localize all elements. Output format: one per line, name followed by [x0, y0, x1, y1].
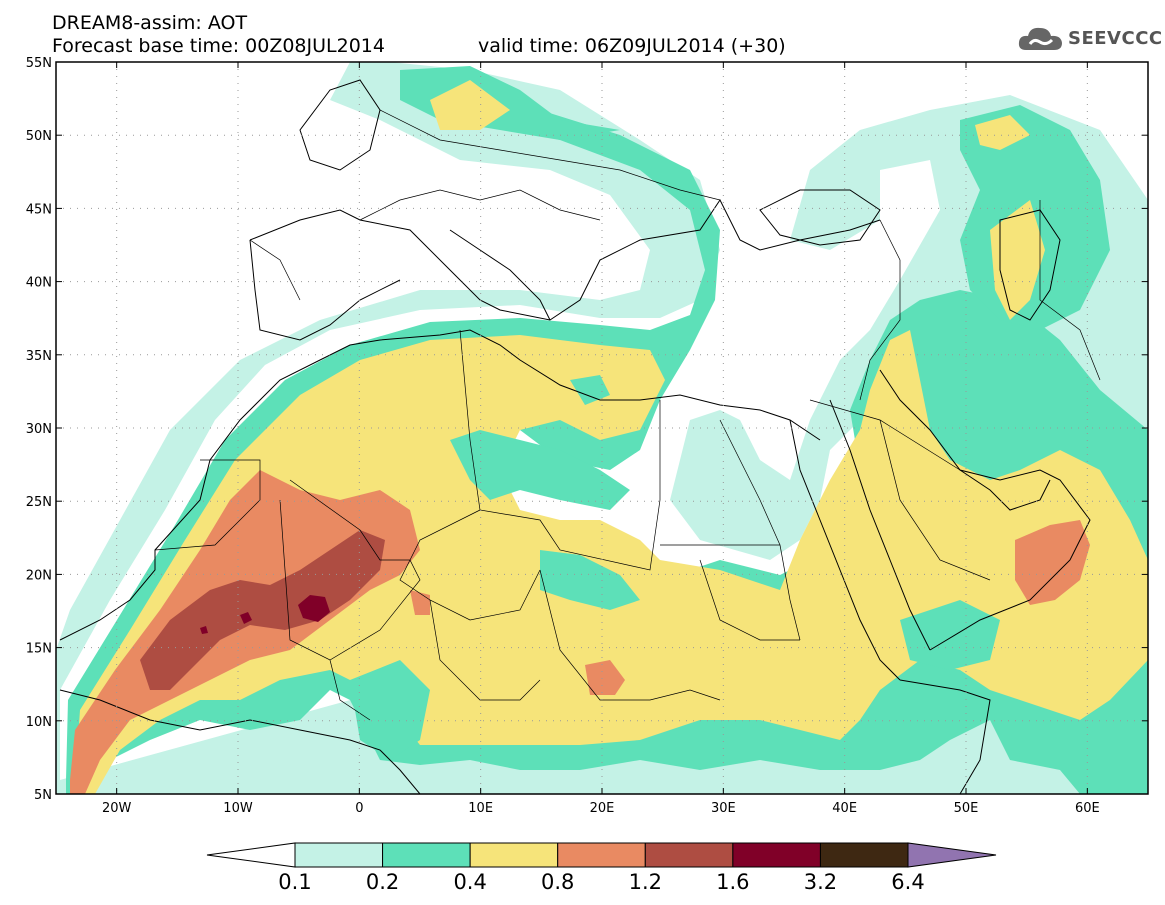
longitude-axis: 20W 10W 0 10E 20E 30E 40E 50E 60E [102, 62, 1100, 816]
map-title: DREAM8-assim: AOT [52, 12, 248, 34]
lat-label: 20N [26, 568, 52, 583]
coast-iberia [249, 239, 401, 341]
coast-black-sea [759, 189, 881, 246]
coast-persian-gulf [959, 469, 1051, 511]
seevccc-logo: SEEVCCC [1016, 22, 1162, 58]
country-borders [154, 109, 1101, 721]
aot-contour-1.6 [298, 595, 330, 622]
colorbar-label: 1.2 [629, 870, 662, 894]
colorbar-min-arrow [206, 842, 296, 868]
lat-label: 55N [26, 56, 52, 71]
coast-red-sea-east [829, 399, 931, 651]
lat-label: 5N [34, 788, 52, 803]
lon-label: 20W [102, 801, 132, 816]
colorbar-label: 0.1 [278, 870, 311, 894]
colorbar-bin [469, 842, 559, 868]
lat-label: 30N [26, 422, 52, 437]
lon-label: 0 [355, 801, 363, 816]
aot-lobe-yellow-caspian [990, 200, 1045, 320]
colorbar-label: 0.4 [453, 870, 486, 894]
lat-label: 45N [26, 202, 52, 217]
aot-patch-orange-2 [585, 660, 625, 695]
colorbar-bin [294, 842, 384, 868]
colorbar-label: 0.2 [366, 870, 399, 894]
coast-italy [449, 229, 551, 321]
aot-patch-teal-5 [570, 375, 610, 405]
colorbar-max-arrow [907, 842, 997, 868]
latitude-axis: 55N 50N 45N 40N 35N 30N 25N 20N 15N 10N 5N [26, 56, 1148, 803]
logo-text: SEEVCCC [1068, 28, 1163, 49]
colorbar-label: 6.4 [891, 870, 924, 894]
aot-patch-orange-1 [1015, 520, 1090, 605]
lat-label: 15N [26, 642, 52, 657]
lon-label: 40E [832, 801, 857, 816]
lon-label: 10E [468, 801, 493, 816]
colorbar-bin [819, 842, 909, 868]
colorbar-bin [557, 842, 646, 868]
coastlines [59, 79, 1091, 794]
lat-label: 40N [26, 276, 52, 291]
aot-contour-1.6b [240, 612, 252, 624]
colorbar-bin [732, 842, 821, 868]
cloud-icon [1018, 27, 1062, 50]
lat-label: 25N [26, 495, 52, 510]
aot-patch-teal-4 [350, 660, 430, 760]
aot-patch-teal-2 [540, 550, 640, 610]
lat-label: 50N [26, 129, 52, 144]
lat-label: 10N [26, 715, 52, 730]
coast-red-sea [789, 419, 901, 681]
coast-horn [899, 679, 991, 794]
coast-gulf-guinea [59, 689, 421, 794]
colorbar-bin [644, 842, 734, 868]
aot-contour-1.6c [200, 626, 208, 634]
aot-patch-teal-3 [900, 600, 1000, 670]
colorbar-label: 3.2 [804, 870, 837, 894]
coast-britain [299, 79, 381, 171]
colorbar-label: 0.8 [541, 870, 574, 894]
aot-patch-teal-1 [450, 430, 630, 510]
valid-time: valid time: 06Z09JUL2014 (+30) [478, 35, 786, 57]
graticule [56, 61, 1148, 795]
lon-label: 30E [711, 801, 736, 816]
colorbar: 0.1 0.2 0.4 0.8 1.2 1.6 3.2 6.4 [206, 842, 997, 894]
aot-lobe-yellow-north [430, 80, 510, 130]
coast-west-africa [59, 329, 821, 641]
coast-arabia [879, 369, 1091, 651]
lon-label: 10W [223, 801, 253, 816]
colorbar-bin [382, 842, 471, 868]
forecast-base-time: Forecast base time: 00Z08JUL2014 [52, 35, 385, 57]
lon-label: 50E [954, 801, 979, 816]
lat-label: 35N [26, 349, 52, 364]
lon-label: 20E [590, 801, 615, 816]
lon-label: 60E [1075, 801, 1100, 816]
colorbar-label: 1.6 [716, 870, 749, 894]
aot-contour-0.4 [75, 330, 1148, 794]
aot-contour-1.2 [140, 530, 385, 690]
aot-lobe-yellow-caspian2 [975, 115, 1030, 150]
coast-caspian [999, 209, 1061, 321]
